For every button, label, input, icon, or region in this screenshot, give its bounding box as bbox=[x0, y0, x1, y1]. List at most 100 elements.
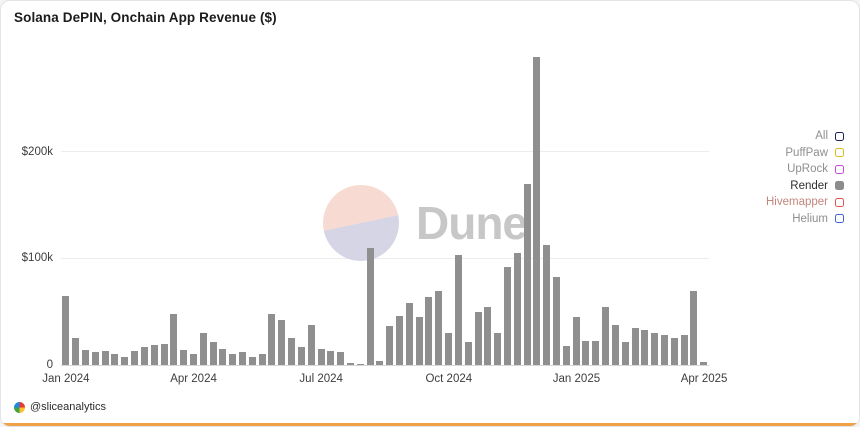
x-axis-label: Apr 2025 bbox=[680, 373, 728, 385]
bars-container bbox=[61, 46, 709, 365]
attribution-text: @sliceanalytics bbox=[30, 401, 106, 413]
legend-item-render[interactable]: Render bbox=[790, 180, 844, 192]
bar-week-50[interactable] bbox=[553, 276, 561, 365]
bar-week-1[interactable] bbox=[72, 338, 80, 365]
bar-week-47[interactable] bbox=[523, 184, 531, 365]
bar-week-57[interactable] bbox=[621, 341, 629, 365]
bar-week-2[interactable] bbox=[82, 350, 90, 365]
bar-week-33[interactable] bbox=[386, 325, 394, 365]
bar-week-59[interactable] bbox=[641, 329, 649, 365]
bar-week-43[interactable] bbox=[484, 306, 492, 365]
bar-week-20[interactable] bbox=[258, 354, 266, 365]
bar-week-4[interactable] bbox=[101, 351, 109, 365]
legend-item-all[interactable]: All bbox=[815, 130, 844, 142]
bar-week-13[interactable] bbox=[189, 354, 197, 365]
gridline bbox=[61, 257, 709, 259]
bar-week-10[interactable] bbox=[160, 343, 168, 365]
bar-week-16[interactable] bbox=[219, 349, 227, 365]
legend-checkbox bbox=[835, 181, 844, 190]
bar-week-24[interactable] bbox=[297, 346, 305, 365]
bar-week-3[interactable] bbox=[91, 352, 99, 365]
bar-week-18[interactable] bbox=[239, 352, 247, 365]
legend-checkbox bbox=[835, 164, 844, 174]
bar-week-48[interactable] bbox=[533, 56, 541, 365]
bar-week-7[interactable] bbox=[131, 351, 139, 365]
bar-week-41[interactable] bbox=[464, 341, 472, 365]
gridline bbox=[61, 151, 709, 153]
bar-week-22[interactable] bbox=[278, 320, 286, 365]
x-axis-label: Apr 2024 bbox=[170, 373, 217, 385]
bar-week-15[interactable] bbox=[209, 341, 217, 365]
bar-week-17[interactable] bbox=[229, 354, 237, 365]
bar-week-23[interactable] bbox=[288, 338, 296, 365]
bar-week-11[interactable] bbox=[170, 313, 178, 365]
bar-week-25[interactable] bbox=[307, 324, 315, 365]
bar-week-32[interactable] bbox=[376, 360, 384, 365]
bar-week-0[interactable] bbox=[62, 295, 70, 365]
y-axis-label: $100k bbox=[21, 252, 53, 265]
bar-week-49[interactable] bbox=[543, 244, 551, 365]
bar-week-14[interactable] bbox=[199, 333, 207, 365]
bar-week-46[interactable] bbox=[513, 253, 521, 365]
bar-week-56[interactable] bbox=[611, 324, 619, 365]
bar-week-62[interactable] bbox=[670, 338, 678, 365]
y-axis-label: 0 bbox=[46, 359, 53, 371]
bar-week-65[interactable] bbox=[700, 361, 708, 365]
bottom-accent-strip bbox=[1, 423, 859, 426]
bar-week-36[interactable] bbox=[415, 317, 423, 365]
legend-checkbox bbox=[835, 197, 844, 207]
bar-week-53[interactable] bbox=[582, 340, 590, 365]
legend-label: Render bbox=[790, 179, 828, 192]
bar-week-5[interactable] bbox=[111, 354, 119, 365]
bar-week-30[interactable] bbox=[356, 363, 364, 365]
bar-week-28[interactable] bbox=[337, 352, 345, 365]
bar-week-64[interactable] bbox=[690, 290, 698, 365]
bar-week-58[interactable] bbox=[631, 327, 639, 365]
legend-label: UpRock bbox=[787, 163, 828, 175]
bar-week-12[interactable] bbox=[180, 350, 188, 365]
bar-week-8[interactable] bbox=[140, 346, 148, 365]
bar-week-55[interactable] bbox=[602, 306, 610, 365]
legend-item-uprock[interactable]: UpRock bbox=[787, 163, 844, 175]
x-axis-label: Jan 2024 bbox=[42, 373, 90, 385]
legend-label: All bbox=[815, 130, 828, 142]
dune-logo-icon bbox=[323, 185, 399, 261]
bar-week-61[interactable] bbox=[660, 335, 668, 365]
bar-week-52[interactable] bbox=[572, 317, 580, 365]
legend-checkbox bbox=[835, 148, 844, 157]
bar-week-19[interactable] bbox=[248, 356, 256, 365]
bar-week-31[interactable] bbox=[366, 248, 374, 365]
bar-week-6[interactable] bbox=[121, 356, 129, 365]
legend-label: PuffPaw bbox=[785, 146, 828, 159]
legend-checkbox bbox=[835, 214, 844, 223]
legend-label: Helium bbox=[792, 212, 828, 225]
bar-week-26[interactable] bbox=[317, 349, 325, 365]
bar-week-9[interactable] bbox=[150, 344, 158, 365]
legend-label: Hivemapper bbox=[766, 196, 828, 208]
bar-week-40[interactable] bbox=[454, 255, 462, 365]
x-axis-label: Oct 2024 bbox=[425, 373, 473, 385]
bar-week-45[interactable] bbox=[503, 267, 511, 365]
plot-area bbox=[61, 46, 709, 366]
bar-week-60[interactable] bbox=[651, 333, 659, 365]
bar-week-37[interactable] bbox=[425, 296, 433, 365]
bar-week-63[interactable] bbox=[680, 335, 688, 365]
bar-week-27[interactable] bbox=[327, 351, 335, 365]
bar-week-51[interactable] bbox=[562, 345, 570, 365]
bar-week-38[interactable] bbox=[435, 290, 443, 365]
bar-week-54[interactable] bbox=[592, 340, 600, 365]
x-axis-label: Jan 2025 bbox=[552, 373, 601, 385]
y-axis-label: $200k bbox=[21, 145, 53, 158]
bar-week-35[interactable] bbox=[405, 303, 413, 365]
legend-item-hivemapper[interactable]: Hivemapper bbox=[766, 196, 844, 208]
bar-week-29[interactable] bbox=[346, 362, 354, 365]
bar-week-34[interactable] bbox=[396, 316, 404, 365]
legend-item-helium[interactable]: Helium bbox=[792, 213, 844, 225]
bar-week-44[interactable] bbox=[494, 333, 502, 365]
bar-week-39[interactable] bbox=[445, 333, 453, 365]
bar-week-42[interactable] bbox=[474, 311, 482, 365]
legend-item-puffpaw[interactable]: PuffPaw bbox=[785, 147, 844, 159]
bar-week-21[interactable] bbox=[268, 313, 276, 365]
